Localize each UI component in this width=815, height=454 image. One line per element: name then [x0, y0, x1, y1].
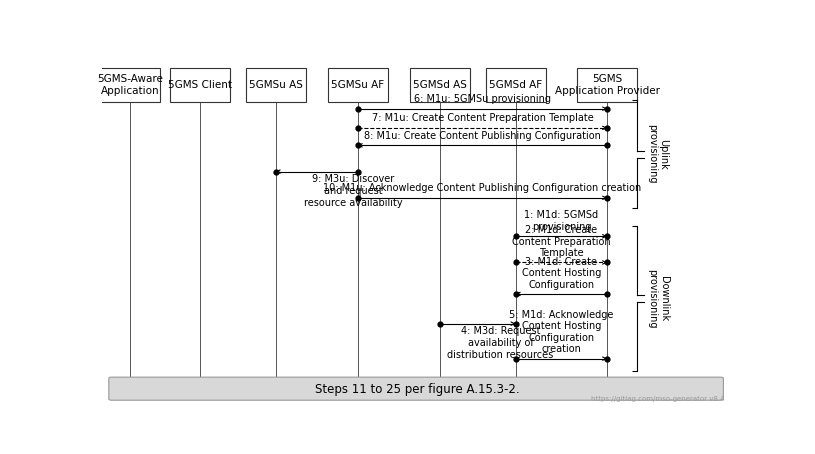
Text: Steps 11 to 25 per figure A.15.3-2.: Steps 11 to 25 per figure A.15.3-2.	[315, 383, 520, 395]
FancyBboxPatch shape	[410, 69, 469, 102]
Text: Uplink
provisioning: Uplink provisioning	[647, 124, 668, 184]
Text: 10: M1u: Acknowledge Content Publishing Configuration creation: 10: M1u: Acknowledge Content Publishing …	[324, 183, 641, 193]
Text: Downlink
provisioning: Downlink provisioning	[647, 269, 668, 328]
FancyBboxPatch shape	[328, 69, 388, 102]
Text: 5GMSu AS: 5GMSu AS	[249, 80, 302, 90]
Text: 8: M1u: Create Content Publishing Configuration: 8: M1u: Create Content Publishing Config…	[364, 131, 601, 141]
FancyBboxPatch shape	[100, 69, 161, 102]
FancyBboxPatch shape	[577, 69, 637, 102]
Text: https://gitlag.com/mso-generator v8.4: https://gitlag.com/mso-generator v8.4	[591, 396, 724, 402]
FancyBboxPatch shape	[486, 69, 545, 102]
FancyBboxPatch shape	[245, 69, 306, 102]
Text: 5GMS Client: 5GMS Client	[168, 80, 231, 90]
FancyBboxPatch shape	[109, 377, 724, 400]
Text: 6: M1u: 5GMSu provisioning: 6: M1u: 5GMSu provisioning	[414, 94, 551, 104]
FancyBboxPatch shape	[170, 69, 230, 102]
Text: 5GMSd AF: 5GMSd AF	[489, 80, 542, 90]
Text: 4: M3d: Request
availability of
distribution resources: 4: M3d: Request availability of distribu…	[447, 326, 553, 360]
Text: 5GMS-Aware
Application: 5GMS-Aware Application	[97, 74, 163, 96]
Text: 7: M1u: Create Content Preparation Template: 7: M1u: Create Content Preparation Templ…	[372, 114, 593, 123]
Text: 5: M1d: Acknowledge
Content Hosting
Configuration
creation: 5: M1d: Acknowledge Content Hosting Conf…	[509, 310, 614, 355]
Text: 5GMS
Application Provider: 5GMS Application Provider	[555, 74, 659, 96]
Text: 5GMSu AF: 5GMSu AF	[331, 80, 384, 90]
Text: 2: M1d: Create
Content Preparation
Template: 2: M1d: Create Content Preparation Templ…	[512, 225, 610, 258]
Text: 5GMSd AS: 5GMSd AS	[413, 80, 467, 90]
Text: 3: M1d: Create
Content Hosting
Configuration: 3: M1d: Create Content Hosting Configura…	[522, 257, 601, 290]
Text: 1: M1d: 5GMSd
provisioning: 1: M1d: 5GMSd provisioning	[524, 211, 598, 232]
Text: 9: M3u: Discover
and request
resource availability: 9: M3u: Discover and request resource av…	[304, 174, 403, 207]
